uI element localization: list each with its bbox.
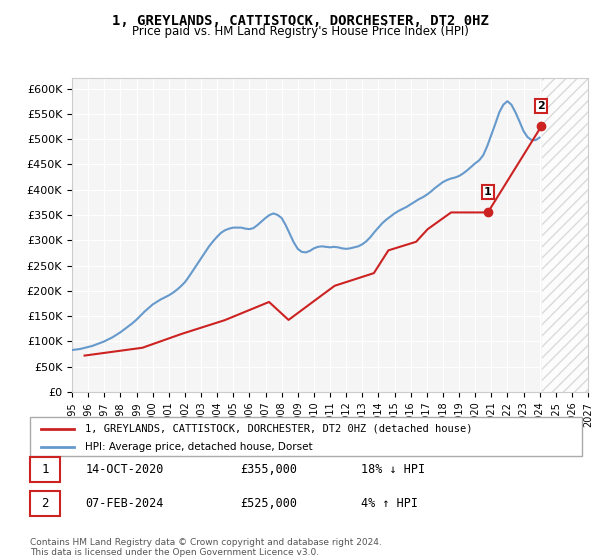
FancyBboxPatch shape <box>30 457 61 483</box>
Text: 1, GREYLANDS, CATTISTOCK, DORCHESTER, DT2 0HZ: 1, GREYLANDS, CATTISTOCK, DORCHESTER, DT… <box>112 14 488 28</box>
Text: 18% ↓ HPI: 18% ↓ HPI <box>361 463 425 476</box>
Text: £525,000: £525,000 <box>240 497 297 510</box>
FancyBboxPatch shape <box>30 491 61 516</box>
Bar <box>542 78 588 392</box>
Text: HPI: Average price, detached house, Dorset: HPI: Average price, detached house, Dors… <box>85 442 313 451</box>
Text: £355,000: £355,000 <box>240 463 297 476</box>
Text: 1: 1 <box>41 463 49 476</box>
Bar <box>542 63 588 392</box>
Text: 1, GREYLANDS, CATTISTOCK, DORCHESTER, DT2 0HZ (detached house): 1, GREYLANDS, CATTISTOCK, DORCHESTER, DT… <box>85 424 473 434</box>
Text: 1: 1 <box>484 187 492 197</box>
Text: 2: 2 <box>41 497 49 510</box>
Text: 4% ↑ HPI: 4% ↑ HPI <box>361 497 418 510</box>
Text: Contains HM Land Registry data © Crown copyright and database right 2024.
This d: Contains HM Land Registry data © Crown c… <box>30 538 382 557</box>
Text: 14-OCT-2020: 14-OCT-2020 <box>85 463 164 476</box>
Text: 2: 2 <box>538 101 545 111</box>
FancyBboxPatch shape <box>30 417 582 456</box>
Text: Price paid vs. HM Land Registry's House Price Index (HPI): Price paid vs. HM Land Registry's House … <box>131 25 469 38</box>
Text: 07-FEB-2024: 07-FEB-2024 <box>85 497 164 510</box>
